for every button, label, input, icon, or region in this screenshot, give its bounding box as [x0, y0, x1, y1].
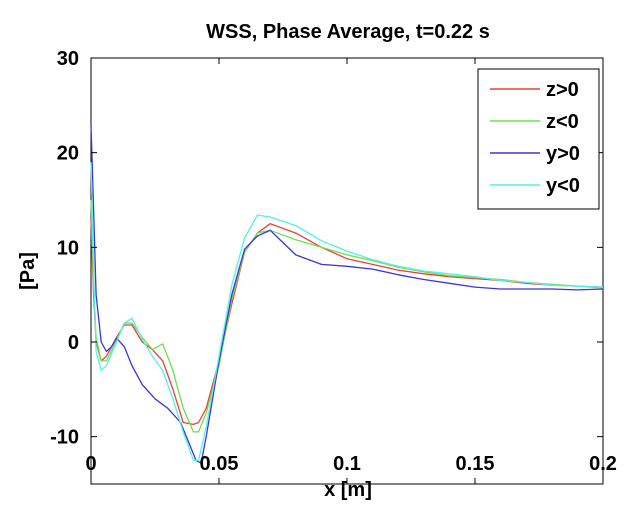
- x-axis-label: x [m]: [324, 479, 372, 501]
- x-tick-label: 0.05: [200, 453, 239, 475]
- x-tick-label: 0.1: [333, 453, 361, 475]
- y-tick-label: 20: [57, 143, 79, 165]
- legend-label: y>0: [546, 143, 580, 165]
- legend-label: z<0: [546, 111, 579, 133]
- series-layer: [90, 124, 604, 464]
- series-line-4: [90, 162, 604, 461]
- y-axis-label: [Pa]: [17, 252, 39, 290]
- legend-label: z>0: [546, 79, 579, 101]
- y-tick-label: 30: [57, 48, 79, 70]
- y-tick-label: 0: [68, 332, 79, 354]
- series-line-3: [90, 124, 604, 464]
- y-tick-label: -10: [50, 427, 79, 449]
- legend-label: y<0: [546, 175, 580, 197]
- y-tick-label: 10: [57, 237, 79, 259]
- chart-title: WSS, Phase Average, t=0.22 s: [206, 21, 490, 43]
- legend: z>0 z<0 y>0 y<0: [477, 68, 600, 210]
- x-tick-label: 0: [85, 453, 96, 475]
- x-tick-label: 0.15: [456, 453, 495, 475]
- ticks-layer: 0 0.05 0.1 0.15 0.2 -10 0 10 20 30: [50, 48, 617, 484]
- legend-box: [477, 68, 600, 210]
- x-tick-label: 0.2: [589, 453, 617, 475]
